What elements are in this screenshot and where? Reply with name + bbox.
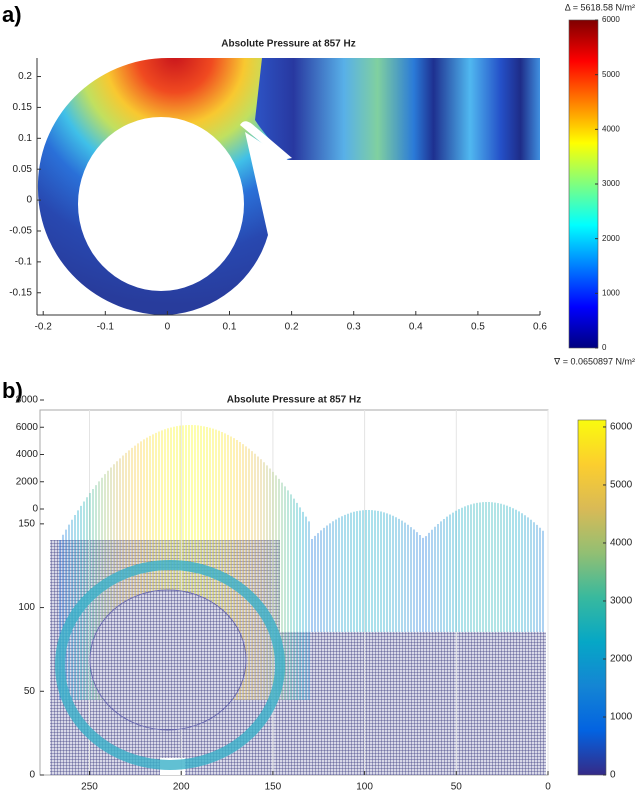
colorbar-tick-label: 1000 [610, 712, 633, 723]
mesh-ring [55, 560, 285, 770]
chart-title: Absolute Pressure at 857 Hz [227, 395, 362, 406]
x-tick-label: 0 [165, 322, 171, 333]
x-tick-label: -0.2 [35, 322, 53, 333]
x-tick-label: 0.5 [471, 322, 485, 333]
x-tick-label: 150 [265, 782, 282, 793]
z-tick-label: 4000 [16, 449, 39, 460]
y-tick-label: 0 [26, 195, 32, 206]
colorbar-tick-label: 5000 [602, 70, 620, 79]
y-tick-label: 0.05 [13, 164, 33, 175]
colorbar-tick-label: 5000 [610, 480, 633, 491]
colorbar-tick-label: 4000 [602, 124, 620, 133]
x-tick-label: 0.4 [409, 322, 423, 333]
y-tick-label: 0.15 [13, 102, 33, 113]
y-tick-label: 150 [18, 518, 35, 529]
colorbar-tick-label: 2000 [602, 234, 620, 243]
field-b [39, 409, 549, 776]
mesh-hole [89, 589, 247, 731]
x-tick-label: 0 [545, 782, 551, 793]
x-tick-label: 0.6 [533, 322, 547, 333]
x-tick-label: 200 [173, 782, 190, 793]
colorbar-min-label: ∇ = 0.0650897 N/m² [553, 356, 635, 366]
z-tick-label: 6000 [16, 422, 39, 433]
x-tick-label: 100 [356, 782, 373, 793]
z-tick-label: 0 [32, 504, 38, 515]
colorbar [568, 19, 599, 349]
y-tick-label: -0.1 [15, 257, 33, 268]
panel-label: a) [2, 2, 22, 27]
colorbar-tick-label: 0 [602, 343, 607, 352]
colorbar-tick-label: 6000 [602, 15, 620, 24]
colorbar-tick-label: 0 [610, 770, 616, 781]
x-tick-label: -0.1 [97, 322, 115, 333]
y-tick-label: 0 [29, 770, 35, 781]
x-tick-label: 250 [81, 782, 98, 793]
panel-label: b) [2, 378, 23, 403]
colorbar [577, 419, 607, 776]
colorbar-tick-label: 6000 [610, 422, 633, 433]
y-tick-label: -0.15 [9, 287, 32, 298]
colorbar-tick-label: 4000 [610, 538, 633, 549]
z-tick-label: 2000 [16, 476, 39, 487]
colorbar-tick-label: 1000 [602, 288, 620, 297]
x-tick-label: 0.1 [223, 322, 237, 333]
field-a [37, 57, 541, 316]
z-tick-label: 8000 [16, 395, 39, 406]
chart-title: Absolute Pressure at 857 Hz [221, 39, 356, 50]
colorbar-tick-label: 2000 [610, 654, 633, 665]
colorbar-tick-label: 3000 [610, 596, 633, 607]
x-tick-label: 50 [451, 782, 463, 793]
y-tick-label: 100 [18, 602, 35, 613]
x-tick-label: 0.3 [347, 322, 361, 333]
y-tick-label: -0.05 [9, 226, 32, 237]
y-tick-label: 0.2 [18, 71, 32, 82]
colorbar-max-label: Δ = 5618.58 N/m² [565, 2, 635, 12]
y-tick-label: 50 [24, 686, 36, 697]
y-tick-label: 0.1 [18, 133, 32, 144]
x-tick-label: 0.2 [285, 322, 299, 333]
colorbar-tick-label: 3000 [602, 179, 620, 188]
